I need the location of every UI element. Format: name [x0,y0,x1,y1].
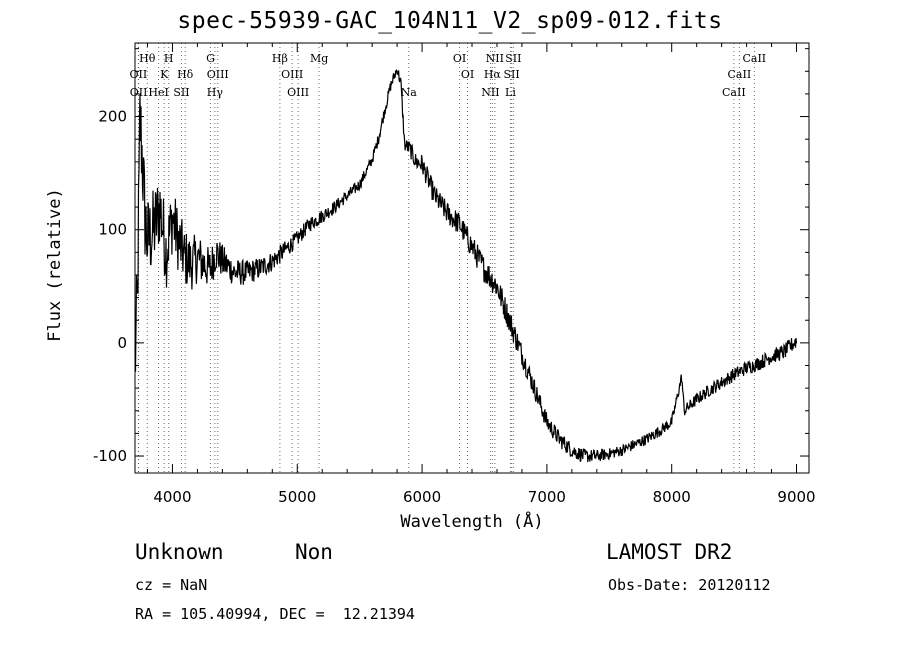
emission-line-label: CaII [728,68,752,81]
y-tick-label: 0 [117,334,127,352]
emission-line-label: Mg [310,52,328,65]
emission-line-label: Li [505,86,516,99]
emission-line-label: CaII [742,52,766,65]
emission-line-label: OI [461,68,474,81]
x-tick-label: 9000 [777,488,815,506]
emission-line-label: NII [481,86,499,99]
emission-line-label: SII [505,52,521,65]
emission-line-label: HeI [148,86,168,99]
x-tick-label: 5000 [278,488,316,506]
emission-line-label: NII [486,52,504,65]
emission-line-label: OI [453,52,466,65]
emission-line-label: SII [503,68,519,81]
emission-line-label: OIII [281,68,303,81]
emission-line-label: Hθ [139,52,156,65]
emission-line-label: Hα [484,68,502,81]
chart-title: spec-55939-GAC_104N11_V2_sp09-012.fits [177,8,723,34]
emission-line-label: SII [173,86,189,99]
survey-label: LAMOST DR2 [606,540,733,564]
x-tick-label: 8000 [653,488,691,506]
y-tick-label: 200 [98,108,127,126]
emission-line-label: Hγ [207,86,224,99]
emission-line-label: Hδ [177,68,194,81]
emission-line-label: OII [130,86,148,99]
coords-label: RA = 105.40994, DEC = 12.21394 [135,605,415,623]
class-label: Unknown [135,540,224,564]
emission-line-label: CaII [722,86,746,99]
emission-line-label: G [206,52,215,65]
x-tick-label: 4000 [153,488,191,506]
subclass-label: Non [295,540,333,564]
emission-line-label: Hβ [272,52,288,65]
plot-frame [134,42,810,474]
y-tick-label: -100 [93,447,127,465]
y-axis-label: Flux (relative) [45,188,65,342]
y-tick-label: 100 [98,221,127,239]
emission-line-label: OII [130,68,148,81]
cz-label: cz = NaN [135,576,208,594]
emission-line-label: OIII [207,68,229,81]
x-axis-label: Wavelength (Å) [400,512,544,532]
emission-line-label: K [160,68,169,81]
spectrum-line [134,69,798,463]
obs-date-label: Obs-Date: 20120112 [608,576,771,594]
emission-line-label: OIII [287,86,309,99]
x-tick-label: 6000 [403,488,441,506]
emission-line-label: H [164,52,174,65]
emission-line-label: Na [401,86,418,99]
x-tick-label: 7000 [528,488,566,506]
